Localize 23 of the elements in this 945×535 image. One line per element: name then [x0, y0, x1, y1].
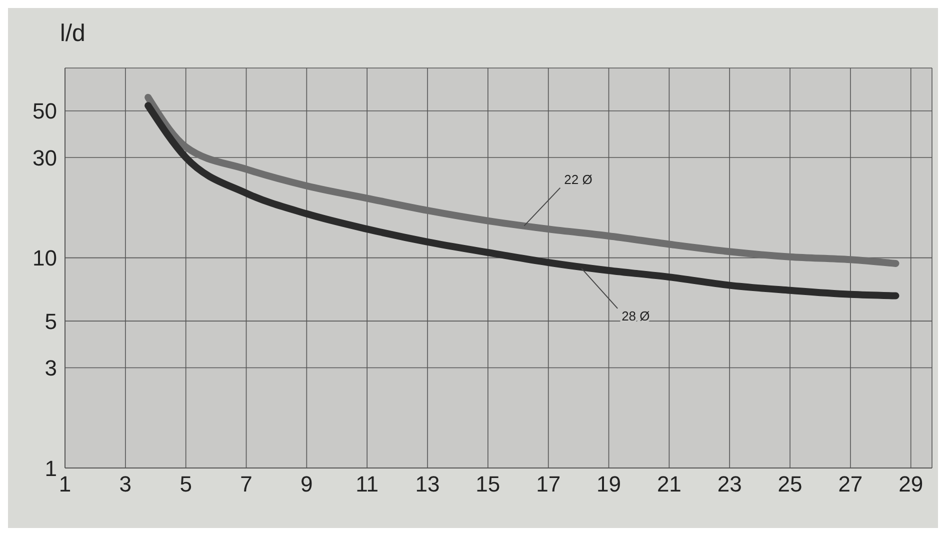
y-tick-label: 3: [44, 356, 57, 381]
x-tick-label: 25: [778, 472, 802, 497]
y-tick-label: 1: [44, 456, 57, 481]
x-tick-label: 23: [717, 472, 742, 497]
y-tick-label: 50: [32, 98, 57, 124]
x-tick-label: 13: [415, 472, 440, 497]
annotation: 22 Ø: [564, 172, 592, 187]
y-tick-label: 5: [44, 308, 57, 334]
annotation: 28 Ø: [622, 308, 650, 324]
x-tick-label: 3: [119, 472, 132, 497]
x-tick-label: 17: [536, 472, 561, 497]
y-axis-title: l/d: [60, 20, 86, 48]
x-tick-label: 21: [656, 472, 682, 497]
y-tick-label: 10: [32, 246, 57, 271]
x-tick-label: 11: [356, 472, 379, 497]
x-tick-label: 27: [838, 472, 863, 497]
x-tick-label: 29: [898, 472, 924, 497]
x-tick-label: 19: [596, 472, 622, 497]
x-tick-label: 15: [476, 472, 500, 497]
x-tick-label: 9: [300, 472, 313, 497]
y-tick-label: 30: [32, 145, 57, 170]
x-tick-label: 7: [240, 472, 252, 497]
x-tick-label: 5: [180, 472, 192, 497]
